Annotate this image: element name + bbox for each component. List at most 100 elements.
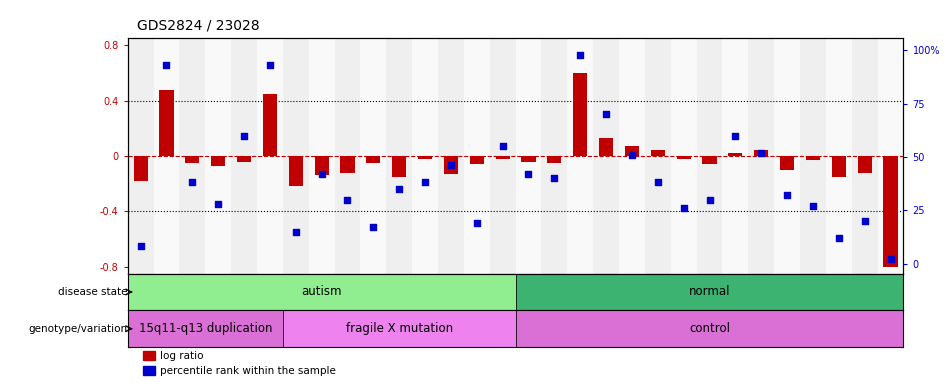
Point: [857, 218, 872, 224]
Bar: [780, 156, 795, 170]
Bar: [236, 156, 252, 162]
Bar: [754, 151, 768, 156]
Bar: [702, 156, 717, 164]
Bar: [438, 38, 464, 273]
Bar: [516, 273, 903, 310]
Point: [883, 256, 898, 262]
Point: [702, 197, 717, 203]
Bar: [128, 38, 153, 273]
Bar: [308, 38, 335, 273]
Bar: [599, 138, 613, 156]
Point: [236, 132, 252, 139]
Point: [211, 201, 226, 207]
Bar: [211, 156, 225, 166]
Text: GDS2824 / 23028: GDS2824 / 23028: [137, 19, 260, 33]
Bar: [723, 38, 748, 273]
Bar: [516, 310, 903, 347]
Point: [366, 224, 381, 230]
Text: disease state: disease state: [59, 287, 128, 297]
Point: [444, 162, 459, 169]
Bar: [573, 73, 587, 156]
Point: [805, 203, 820, 209]
Bar: [800, 38, 826, 273]
Bar: [128, 273, 516, 310]
Point: [624, 152, 639, 158]
Bar: [826, 38, 851, 273]
Bar: [392, 156, 407, 177]
Bar: [516, 38, 541, 273]
Bar: [366, 156, 380, 163]
Bar: [128, 310, 283, 347]
Bar: [159, 89, 174, 156]
Point: [314, 171, 329, 177]
Text: control: control: [689, 322, 730, 335]
Text: autism: autism: [302, 285, 342, 298]
Point: [289, 228, 304, 235]
Point: [159, 62, 174, 68]
Bar: [283, 310, 516, 347]
Point: [495, 143, 510, 149]
Text: fragile X mutation: fragile X mutation: [345, 322, 453, 335]
Text: 15q11-q13 duplication: 15q11-q13 duplication: [138, 322, 272, 335]
Bar: [143, 351, 155, 360]
Point: [547, 175, 562, 181]
Bar: [878, 38, 903, 273]
Bar: [696, 38, 723, 273]
Point: [417, 179, 432, 185]
Bar: [851, 38, 878, 273]
Bar: [676, 156, 691, 159]
Point: [599, 111, 614, 117]
Bar: [774, 38, 800, 273]
Bar: [469, 156, 484, 164]
Bar: [153, 38, 180, 273]
Bar: [496, 156, 510, 159]
Bar: [205, 38, 231, 273]
Bar: [857, 156, 872, 172]
Point: [262, 62, 277, 68]
Bar: [464, 38, 490, 273]
Bar: [386, 38, 412, 273]
Bar: [289, 156, 303, 186]
Bar: [541, 38, 568, 273]
Text: percentile rank within the sample: percentile rank within the sample: [160, 366, 336, 376]
Bar: [624, 146, 639, 156]
Point: [727, 132, 743, 139]
Point: [780, 192, 795, 199]
Point: [469, 220, 484, 226]
Bar: [257, 38, 283, 273]
Bar: [490, 38, 516, 273]
Text: genotype/variation: genotype/variation: [28, 324, 128, 334]
Bar: [180, 38, 205, 273]
Bar: [283, 38, 308, 273]
Point: [340, 197, 355, 203]
Bar: [314, 156, 329, 175]
Point: [521, 171, 536, 177]
Bar: [341, 156, 355, 172]
Bar: [884, 156, 898, 266]
Point: [572, 51, 587, 58]
Bar: [651, 151, 665, 156]
Bar: [547, 156, 562, 163]
Point: [133, 243, 149, 250]
Bar: [832, 156, 846, 177]
Bar: [335, 38, 360, 273]
Bar: [671, 38, 696, 273]
Bar: [645, 38, 671, 273]
Point: [392, 186, 407, 192]
Bar: [412, 38, 438, 273]
Bar: [593, 38, 619, 273]
Bar: [619, 38, 645, 273]
Bar: [521, 156, 535, 162]
Point: [676, 205, 692, 211]
Point: [650, 179, 665, 185]
Bar: [360, 38, 386, 273]
Bar: [444, 156, 458, 174]
Point: [832, 235, 847, 241]
Bar: [133, 156, 148, 181]
Text: log ratio: log ratio: [160, 351, 203, 361]
Bar: [143, 366, 155, 375]
Bar: [806, 156, 820, 160]
Bar: [231, 38, 257, 273]
Bar: [568, 38, 593, 273]
Bar: [748, 38, 774, 273]
